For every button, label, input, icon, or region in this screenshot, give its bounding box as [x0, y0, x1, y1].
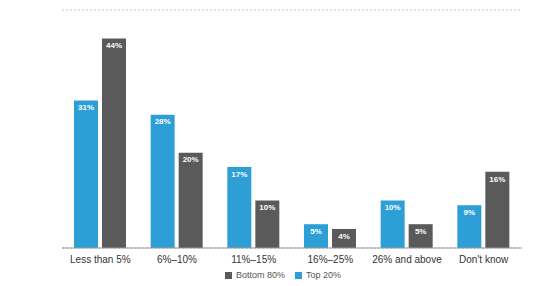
svg-text:9%: 9%	[464, 208, 476, 217]
svg-text:5%: 5%	[415, 227, 427, 236]
html-text:Top 20%: Top 20%	[306, 270, 341, 280]
svg-text:28%: 28%	[155, 117, 171, 126]
svg-text:16%: 16%	[489, 175, 505, 184]
svg-text:44%: 44%	[106, 41, 122, 50]
svg-text:11%–15%: 11%–15%	[231, 254, 276, 265]
svg-text:20%: 20%	[183, 155, 199, 164]
svg-text:17%: 17%	[231, 170, 247, 179]
svg-text:31%: 31%	[78, 103, 94, 112]
svg-text:Don't know: Don't know	[459, 254, 509, 265]
html-text:Bottom 80%: Bottom 80%	[236, 270, 285, 280]
svg-text:6%–10%: 6%–10%	[157, 254, 197, 265]
svg-text:5%: 5%	[310, 227, 322, 236]
svg-text:Less than 5%: Less than 5%	[70, 254, 131, 265]
svg-text:4%: 4%	[338, 232, 350, 241]
svg-text:16%–25%: 16%–25%	[308, 254, 354, 265]
svg-text:10%: 10%	[385, 203, 401, 212]
svg-text:10%: 10%	[259, 203, 275, 212]
svg-text:26% and above: 26% and above	[372, 254, 442, 265]
